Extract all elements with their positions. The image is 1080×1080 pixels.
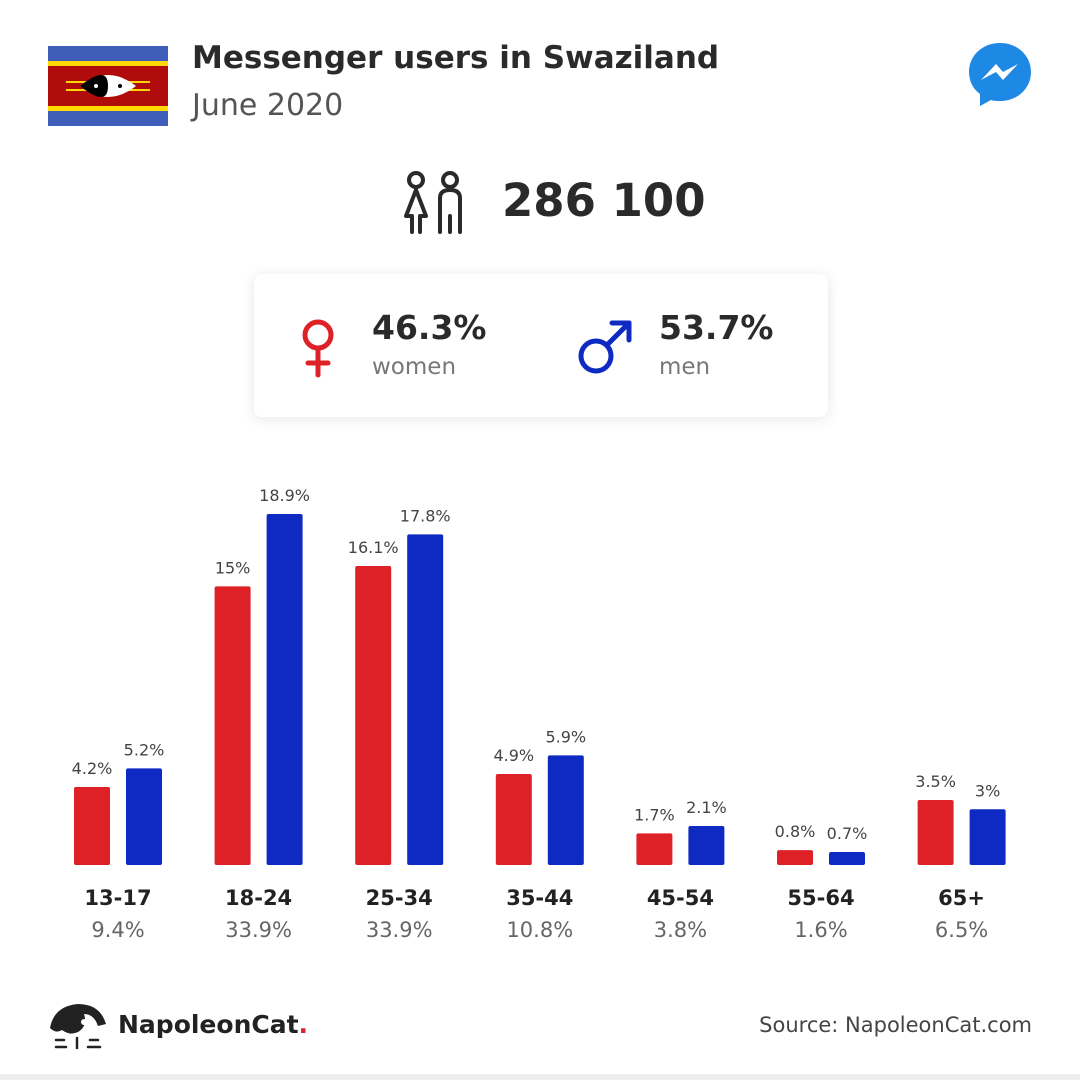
napoleoncat-logo-icon: [50, 1004, 106, 1050]
bar-value-label: 16.1%: [348, 538, 399, 557]
female-symbol-icon: [302, 319, 334, 378]
bar-value-label: 4.9%: [493, 746, 534, 765]
bar-value-label: 18.9%: [259, 486, 310, 505]
gender-split-card: 46.3% women 53.7% men: [254, 274, 828, 417]
bar-value-label: 4.2%: [72, 759, 113, 778]
bar-women: [74, 787, 110, 865]
age-gender-bar-chart: 4.2% 5.2% 13-17 9.4% 15% 18.9% 18-24 33.9% 16.1%…: [72, 486, 1006, 942]
category-total: 6.5%: [935, 918, 988, 942]
bar-value-label: 3.5%: [915, 772, 956, 791]
bar-value-label: 17.8%: [400, 506, 451, 525]
male-symbol-icon: [578, 320, 632, 374]
bar-value-label: 0.7%: [827, 824, 868, 843]
bar-women: [777, 850, 813, 865]
brand-dot: .: [298, 1010, 309, 1039]
women-label: women: [372, 354, 457, 380]
messenger-logo-icon: [969, 43, 1031, 106]
men-label: men: [659, 354, 711, 380]
bar-value-label: 3%: [975, 781, 1000, 800]
users-icon: [404, 171, 462, 234]
bar-value-label: 15%: [215, 558, 251, 577]
bar-value-label: 0.8%: [775, 822, 816, 841]
category-label: 25-34: [366, 886, 433, 910]
bar-value-label: 1.7%: [634, 805, 675, 824]
bar-value-label: 5.2%: [124, 740, 165, 759]
total-users: 286 100: [398, 168, 718, 238]
bar-men: [829, 852, 865, 865]
bar-men: [688, 826, 725, 865]
category-label: 45-54: [647, 886, 714, 910]
bar-women: [636, 833, 673, 865]
bar-women: [214, 586, 251, 865]
bottom-bar: [0, 1074, 1080, 1080]
category-total: 1.6%: [794, 918, 847, 942]
category-label: 65+: [938, 886, 985, 910]
bar-value-label: 5.9%: [545, 727, 586, 746]
brand-name-text: NapoleonCat: [118, 1010, 299, 1039]
bar-women: [355, 566, 392, 865]
women-percentage: 46.3%: [372, 308, 487, 347]
category-label: 55-64: [787, 886, 854, 910]
source-credit: Source: NapoleonCat.com: [759, 1013, 1032, 1037]
category-total: 9.4%: [91, 918, 144, 942]
category-total: 3.8%: [654, 918, 707, 942]
bar-men: [126, 768, 162, 865]
page-title: Messenger users in Swaziland: [192, 40, 720, 76]
category-total: 33.9%: [225, 918, 292, 942]
bar-women: [917, 800, 954, 865]
bar-men: [547, 755, 584, 865]
page-subtitle: June 2020: [192, 88, 344, 123]
men-percentage: 53.7%: [659, 308, 774, 347]
bar-men: [969, 809, 1006, 865]
bar-men: [266, 514, 303, 865]
bar-women: [495, 774, 532, 865]
swaziland-flag: [48, 46, 168, 126]
category-label: 35-44: [506, 886, 573, 910]
category-label: 13-17: [84, 886, 151, 910]
napoleoncat-brand: NapoleonCat.: [48, 1000, 348, 1052]
brand-name: NapoleonCat.: [118, 1010, 308, 1039]
total-users-value: 286 100: [502, 174, 706, 227]
bar-value-label: 2.1%: [686, 798, 727, 817]
category-total: 10.8%: [506, 918, 573, 942]
category-total: 33.9%: [366, 918, 433, 942]
category-label: 18-24: [225, 886, 292, 910]
bar-men: [407, 534, 444, 865]
